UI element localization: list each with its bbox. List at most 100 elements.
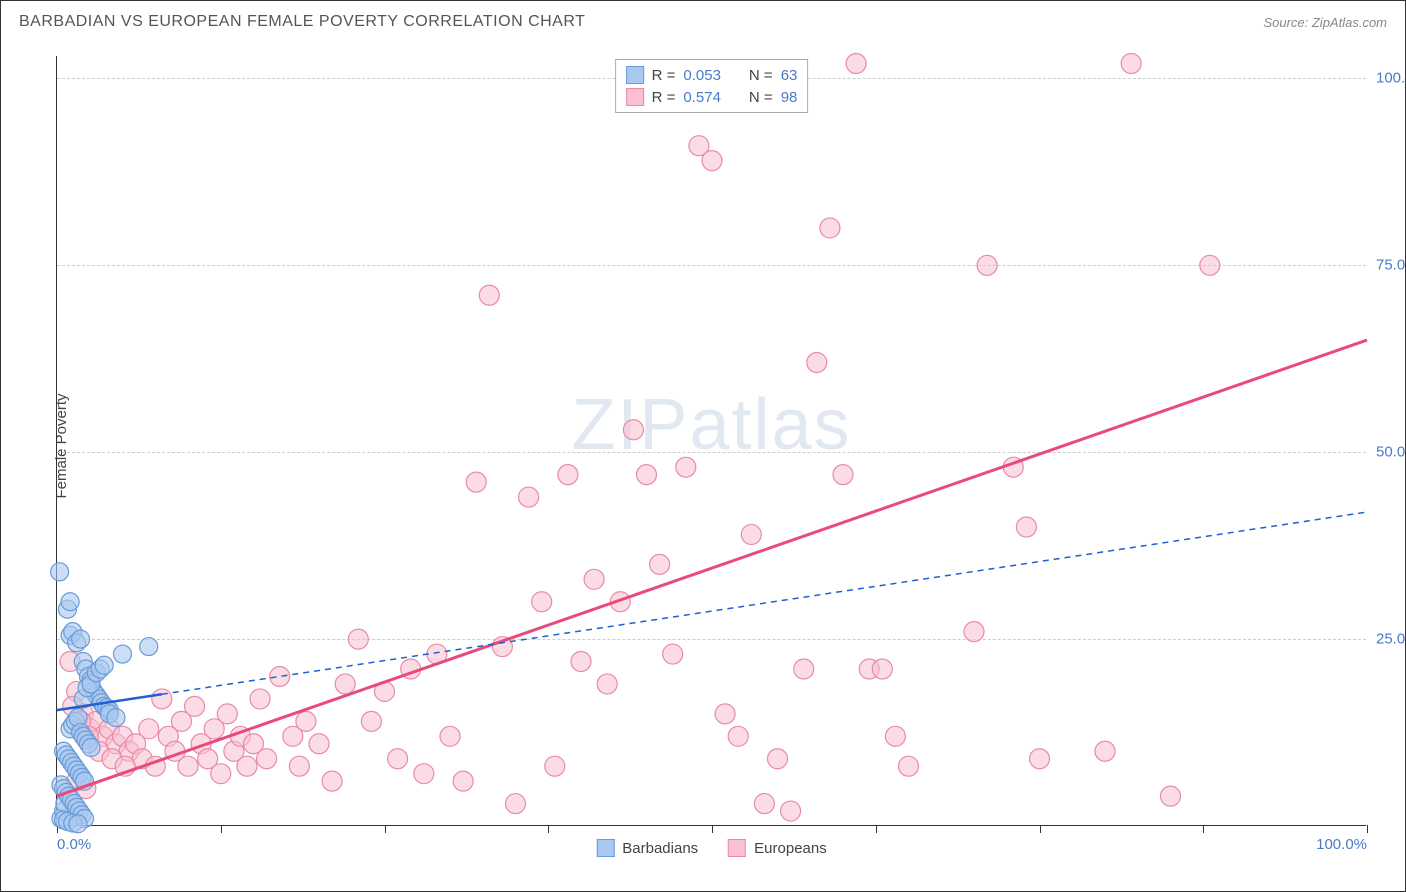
scatter-point-europeans [250, 689, 270, 709]
scatter-point-europeans [663, 644, 683, 664]
scatter-point-europeans [348, 629, 368, 649]
scatter-point-europeans [820, 218, 840, 238]
scatter-point-europeans [322, 771, 342, 791]
y-tick-label: 25.0% [1376, 631, 1406, 648]
scatter-point-europeans [715, 704, 735, 724]
scatter-point-europeans [977, 255, 997, 275]
chart-title: BARBADIAN VS EUROPEAN FEMALE POVERTY COR… [19, 13, 585, 31]
scatter-point-europeans [899, 756, 919, 776]
scatter-point-europeans [289, 756, 309, 776]
scatter-point-europeans [833, 465, 853, 485]
scatter-point-barbadians [69, 815, 87, 833]
r-value-barbadians: 0.053 [683, 67, 721, 84]
scatter-point-europeans [211, 764, 231, 784]
scatter-point-europeans [152, 689, 172, 709]
scatter-point-europeans [388, 749, 408, 769]
scatter-point-barbadians [107, 709, 125, 727]
scatter-point-europeans [335, 674, 355, 694]
scatter-point-europeans [650, 554, 670, 574]
chart-container: BARBADIAN VS EUROPEAN FEMALE POVERTY COR… [0, 0, 1406, 892]
r-label: R = [652, 67, 676, 84]
n-label: N = [749, 89, 773, 106]
scatter-point-barbadians [82, 739, 100, 757]
n-label: N = [749, 67, 773, 84]
legend-stats-row-barbadians: R = 0.053 N = 63 [626, 64, 798, 86]
swatch-barbadians [596, 839, 614, 857]
scatter-point-europeans [532, 592, 552, 612]
scatter-point-europeans [309, 734, 329, 754]
scatter-point-europeans [453, 771, 473, 791]
scatter-point-europeans [1161, 786, 1181, 806]
scatter-point-barbadians [114, 645, 132, 663]
legend-item-europeans: Europeans [728, 839, 827, 857]
scatter-point-barbadians [61, 593, 79, 611]
y-tick-label: 100.0% [1376, 70, 1406, 87]
scatter-point-europeans [728, 726, 748, 746]
n-value-barbadians: 63 [781, 67, 798, 84]
scatter-point-europeans [768, 749, 788, 769]
scatter-point-europeans [623, 420, 643, 440]
scatter-point-europeans [1200, 255, 1220, 275]
x-tick [548, 825, 549, 833]
scatter-point-europeans [741, 524, 761, 544]
scatter-point-europeans [178, 756, 198, 776]
scatter-point-barbadians [140, 638, 158, 656]
scatter-point-europeans [139, 719, 159, 739]
x-tick [876, 825, 877, 833]
r-label: R = [652, 89, 676, 106]
y-tick-label: 50.0% [1376, 444, 1406, 461]
scatter-point-europeans [1095, 741, 1115, 761]
scatter-point-europeans [754, 794, 774, 814]
x-tick [221, 825, 222, 833]
scatter-point-europeans [571, 652, 591, 672]
scatter-point-europeans [466, 472, 486, 492]
scatter-point-europeans [964, 622, 984, 642]
trend-line-europeans [57, 340, 1367, 796]
scatter-point-europeans [885, 726, 905, 746]
legend-stats: R = 0.053 N = 63 R = 0.574 N = 98 [615, 59, 809, 113]
x-tick-label: 0.0% [57, 836, 91, 853]
scatter-point-europeans [872, 659, 892, 679]
scatter-point-europeans [584, 569, 604, 589]
x-tick [1203, 825, 1204, 833]
x-tick [385, 825, 386, 833]
scatter-point-europeans [702, 151, 722, 171]
scatter-point-europeans [217, 704, 237, 724]
scatter-point-barbadians [51, 563, 69, 581]
swatch-europeans [626, 88, 644, 106]
scatter-point-europeans [479, 285, 499, 305]
swatch-barbadians [626, 66, 644, 84]
scatter-point-europeans [440, 726, 460, 746]
plot-area: ZIPatlas 25.0%50.0%75.0%100.0% 0.0%100.0… [56, 56, 1366, 826]
x-tick [1040, 825, 1041, 833]
y-tick-label: 75.0% [1376, 257, 1406, 274]
scatter-point-europeans [1016, 517, 1036, 537]
scatter-point-europeans [558, 465, 578, 485]
legend-label-barbadians: Barbadians [622, 840, 698, 857]
source-attribution: Source: ZipAtlas.com [1263, 15, 1387, 30]
scatter-point-europeans [361, 711, 381, 731]
scatter-point-europeans [506, 794, 526, 814]
n-value-europeans: 98 [781, 89, 798, 106]
scatter-point-europeans [1030, 749, 1050, 769]
scatter-point-barbadians [95, 656, 113, 674]
scatter-point-europeans [846, 53, 866, 73]
x-tick-label: 100.0% [1316, 836, 1367, 853]
scatter-svg [57, 56, 1366, 825]
scatter-point-europeans [597, 674, 617, 694]
scatter-point-europeans [545, 756, 565, 776]
scatter-point-europeans [807, 353, 827, 373]
trend-line-barbadians-dashed [162, 512, 1367, 694]
scatter-point-europeans [637, 465, 657, 485]
scatter-point-europeans [257, 749, 277, 769]
scatter-point-europeans [237, 756, 257, 776]
scatter-point-europeans [781, 801, 801, 821]
r-value-europeans: 0.574 [683, 89, 721, 106]
scatter-point-europeans [1121, 53, 1141, 73]
x-tick [712, 825, 713, 833]
legend-item-barbadians: Barbadians [596, 839, 698, 857]
scatter-point-europeans [185, 696, 205, 716]
legend-stats-row-europeans: R = 0.574 N = 98 [626, 86, 798, 108]
swatch-europeans [728, 839, 746, 857]
scatter-point-europeans [676, 457, 696, 477]
